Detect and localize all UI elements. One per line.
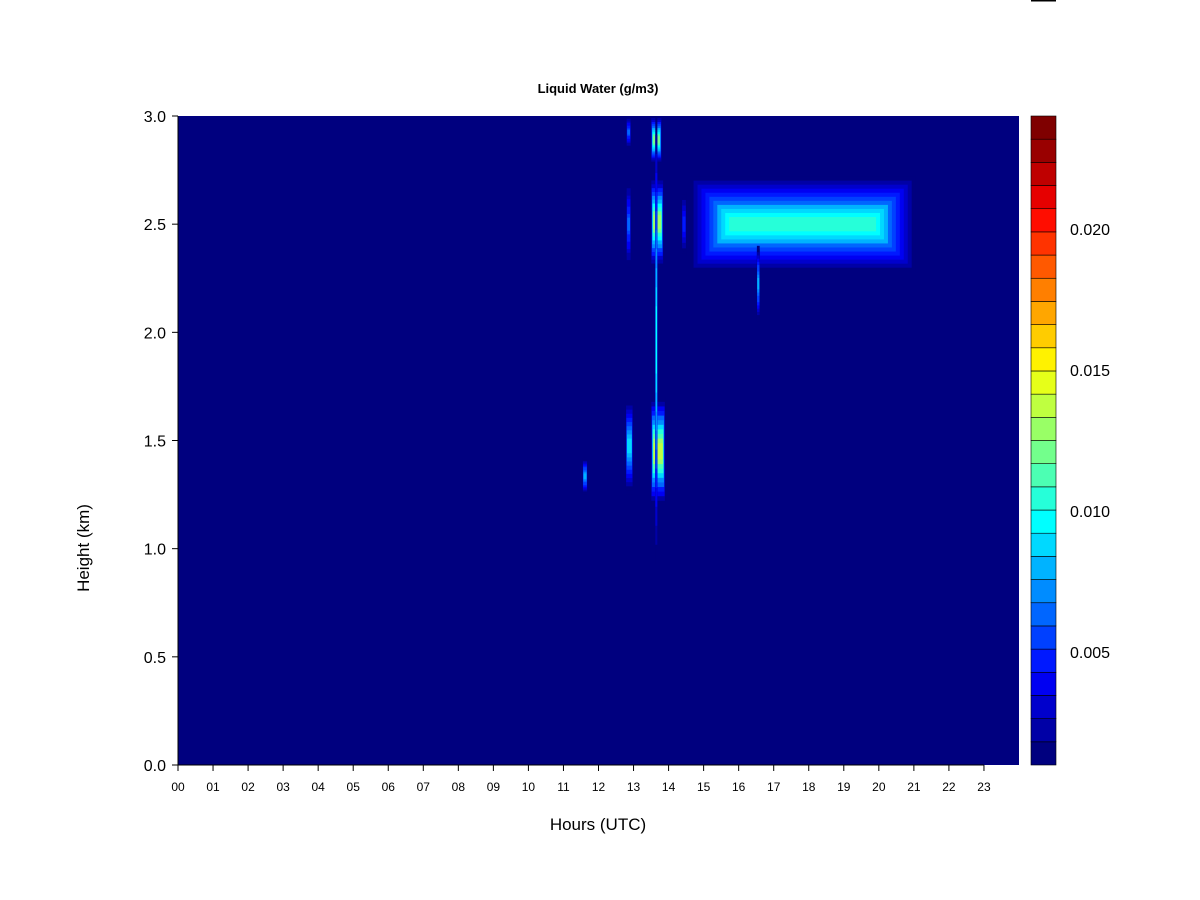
colorbar-swatch [1030, 648, 1057, 673]
x-tick-label: 08 [452, 780, 466, 794]
y-tick-label: 0.0 [144, 758, 166, 775]
feature-4 [626, 116, 631, 149]
x-tick-label: 03 [276, 780, 290, 794]
x-tick-label: 16 [732, 780, 746, 794]
x-tick-label: 19 [837, 780, 851, 794]
colorbar-swatch [1030, 440, 1057, 464]
colorbar-swatch [1030, 509, 1057, 534]
colorbar: 0.005 0.010 0.015 0.020 [1030, 115, 1110, 766]
colorbar-swatch [1030, 277, 1057, 302]
feature-6-level-10 [653, 443, 663, 460]
x-tick-label: 13 [627, 780, 641, 794]
feature-0 [689, 176, 916, 272]
corner-mark [1031, 0, 1056, 2]
colorbar-swatch [1030, 718, 1057, 743]
x-tick-label: 06 [382, 780, 396, 794]
y-tick-label: 1.5 [144, 434, 166, 451]
colorbar-tick-label: 0.005 [1070, 645, 1110, 662]
colorbar-swatch [1030, 602, 1057, 627]
feature-9-level-10 [655, 306, 658, 374]
feature-8 [582, 457, 588, 495]
colorbar-swatch [1030, 208, 1057, 233]
feature-9 [655, 116, 658, 564]
colorbar-swatch [1030, 231, 1057, 256]
feature-3 [626, 180, 631, 268]
colorbar-swatch [1030, 556, 1057, 580]
x-tick-label: 09 [487, 780, 501, 794]
feature-8-level-10 [583, 473, 587, 479]
plot-area [178, 116, 1019, 765]
liquid-water-features [582, 116, 916, 564]
colorbar-swatch [1030, 741, 1057, 766]
x-tick-label: 20 [872, 780, 886, 794]
x-tick-label: 00 [171, 780, 185, 794]
colorbar-swatch [1030, 463, 1057, 488]
y-axis: 0.0 0.5 1.0 1.5 2.0 2.5 3.0 [144, 109, 179, 775]
x-tick-label: 05 [347, 780, 361, 794]
feature-3-level-10 [627, 217, 631, 231]
colorbar-swatch [1030, 486, 1057, 511]
colorbar-swatch [1030, 324, 1057, 349]
chart-title: Liquid Water (g/m3) [538, 81, 659, 96]
colorbar-swatch [1030, 370, 1057, 395]
feature-7-level-10 [627, 438, 632, 454]
colorbar-swatch [1030, 579, 1057, 604]
x-tick-label: 21 [907, 780, 921, 794]
feature-4-level-10 [627, 129, 631, 135]
colorbar-swatch [1030, 301, 1057, 325]
x-tick-label: 14 [662, 780, 676, 794]
y-axis-label: Height (km) [74, 504, 93, 592]
feature-0-level-10 [729, 217, 877, 232]
x-tick-label: 12 [592, 780, 606, 794]
y-tick-label: 2.5 [144, 217, 166, 234]
x-tick-label: 22 [942, 780, 956, 794]
colorbar-tick-label: 0.020 [1070, 222, 1110, 239]
colorbar-swatch [1030, 185, 1057, 210]
feature-7 [625, 397, 633, 495]
x-tick-label: 10 [522, 780, 536, 794]
feature-6 [651, 397, 666, 506]
x-axis-label: Hours (UTC) [550, 815, 646, 834]
colorbar-tick-label: 0.015 [1070, 363, 1110, 380]
x-tick-label: 07 [417, 780, 431, 794]
feature-10-level-10 [757, 277, 760, 290]
colorbar-tick-label: 0.010 [1070, 504, 1110, 521]
colorbar-swatch [1030, 347, 1057, 372]
x-tick-label: 23 [977, 780, 991, 794]
colorbar-swatch [1030, 254, 1057, 279]
x-tick-label: 17 [767, 780, 781, 794]
colorbar-swatch [1030, 625, 1057, 650]
x-tick-label: 02 [241, 780, 255, 794]
x-tick-label: 15 [697, 780, 711, 794]
colorbar-swatch [1030, 671, 1057, 696]
y-tick-label: 2.0 [144, 325, 166, 342]
colorbar-swatch [1030, 162, 1057, 186]
colorbar-swatch [1030, 115, 1057, 140]
feature-5 [681, 191, 687, 257]
x-tick-label: 18 [802, 780, 816, 794]
x-tick-label: 04 [311, 780, 325, 794]
colorbar-swatch [1030, 138, 1057, 163]
y-tick-label: 3.0 [144, 109, 166, 126]
colorbar-swatch [1030, 532, 1057, 557]
y-tick-label: 1.0 [144, 542, 166, 559]
colorbar-swatch [1030, 695, 1057, 719]
feature-5-level-10 [682, 219, 686, 230]
colorbar-swatch [1030, 393, 1057, 418]
colorbar-swatch [1030, 417, 1057, 441]
x-tick-label: 01 [206, 780, 220, 794]
x-tick-label: 11 [557, 780, 570, 794]
y-tick-label: 0.5 [144, 650, 166, 667]
feature-10 [756, 245, 760, 322]
x-axis: 00 01 02 03 04 05 06 07 08 09 10 11 12 13 14 15 16 17 18 19… [171, 764, 991, 794]
